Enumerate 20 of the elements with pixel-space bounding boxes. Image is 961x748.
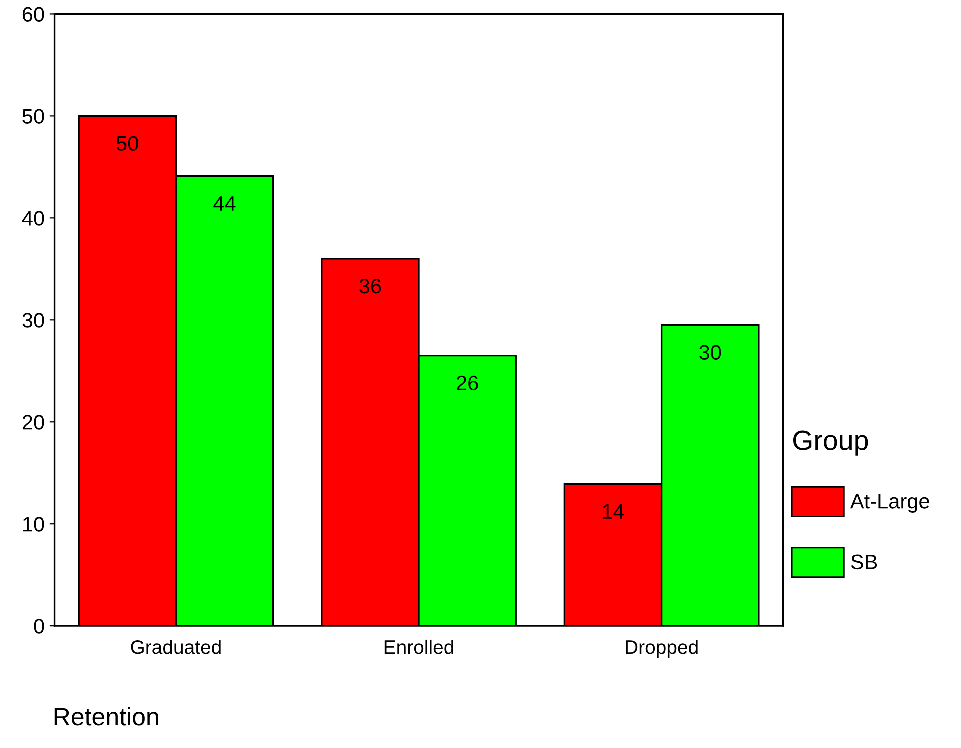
data-label: 30 — [700, 345, 722, 360]
y-tick-label: 50 — [22, 109, 44, 124]
y-tick-label: 60 — [22, 7, 44, 22]
legend-title: Group — [793, 430, 868, 456]
x-tick-label: Graduated — [131, 640, 221, 654]
y-tick-label: 30 — [22, 313, 44, 328]
data-label: 36 — [360, 278, 382, 294]
x-axis-title: Retention — [54, 707, 158, 726]
y-tick-label: 20 — [22, 415, 44, 430]
data-label: 26 — [457, 376, 478, 391]
x-tick-label: Dropped — [626, 640, 698, 658]
legend-label: SB — [851, 554, 878, 570]
y-tick-label: 10 — [23, 517, 44, 532]
y-tick-label: 40 — [22, 211, 44, 226]
data-label: 44 — [214, 196, 236, 211]
y-tick-label: 0 — [34, 619, 44, 634]
legend-label: At-Large — [850, 494, 930, 513]
data-label: 50 — [116, 136, 138, 151]
x-tick-label: Enrolled — [384, 640, 454, 654]
data-label: 14 — [603, 504, 624, 519]
